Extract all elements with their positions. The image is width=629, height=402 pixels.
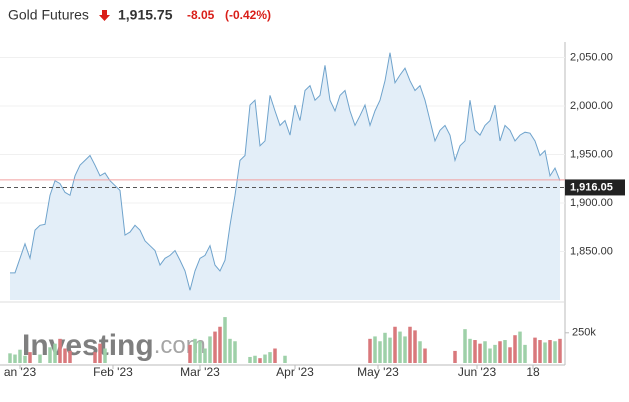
volume-bar (38, 354, 42, 363)
y-tick-label: 2,000.00 (570, 100, 613, 112)
x-tick-label: Jun '23 (458, 365, 497, 379)
x-tick-label: 18 (526, 365, 540, 379)
volume-bar (558, 338, 562, 363)
volume-bar (488, 348, 492, 363)
volume-bar (473, 340, 477, 363)
volume-bar (383, 332, 387, 363)
volume-bar (283, 355, 287, 363)
volume-bar (63, 348, 67, 363)
watermark: Investing.com (22, 329, 206, 362)
volume-bar (193, 338, 197, 363)
volume-bar (233, 341, 237, 363)
volume-tick-label: 250k (572, 327, 596, 339)
volume-bar (228, 338, 232, 363)
volume-bar (68, 350, 72, 363)
volume-bar (48, 347, 52, 363)
price-area (10, 52, 560, 300)
volume-bar (508, 347, 512, 363)
x-tick-label: Feb '23 (93, 365, 133, 379)
last-price-box (565, 179, 625, 196)
volume-bar (543, 342, 547, 363)
volume-bar (518, 331, 522, 363)
volume-bar (273, 348, 277, 363)
y-tick-label: 1,850.00 (570, 245, 613, 257)
last-price-label: 1,916.05 (570, 181, 613, 193)
volume-bar (483, 341, 487, 363)
volume-bar (93, 352, 97, 363)
volume-bar (203, 348, 207, 363)
x-tick-label: Mar '23 (180, 365, 220, 379)
volume-bar (503, 340, 507, 363)
volume-bar (513, 335, 517, 363)
volume-bar (533, 337, 537, 363)
y-tick-label: 2,050.00 (570, 51, 613, 63)
volume-bar (8, 353, 12, 363)
volume-bar (103, 348, 107, 363)
volume-bar (58, 338, 62, 363)
volume-bar (188, 344, 192, 363)
volume-bar (198, 341, 202, 363)
volume-bar (478, 343, 482, 363)
volume-bar (53, 343, 57, 363)
volume-bar (13, 354, 17, 363)
down-arrow (99, 10, 110, 21)
x-tick-label: an '23 (4, 365, 37, 379)
volume-bar (258, 358, 262, 363)
y-tick-label: 1,900.00 (570, 197, 613, 209)
x-tick-label: May '23 (357, 365, 399, 379)
volume-bar (413, 330, 417, 363)
volume-bar (403, 336, 407, 363)
volume-bar (493, 344, 497, 363)
y-tick-label: 1,950.00 (570, 148, 613, 160)
volume-bar (418, 341, 422, 363)
price-line (10, 52, 561, 291)
volume-bar (398, 331, 402, 363)
volume-bar (548, 340, 552, 363)
x-tick-label: Apr '23 (276, 365, 314, 379)
volume-bar (423, 348, 427, 363)
volume-bar (453, 350, 457, 363)
volume-bar (378, 341, 382, 363)
volume-bar (28, 352, 32, 363)
price: 1,915.75 (118, 7, 173, 23)
volume-bar (98, 343, 102, 363)
volume-bar (268, 352, 272, 363)
volume-bar (253, 355, 257, 363)
volume-bar (408, 326, 412, 363)
watermark-suffix: .com (154, 332, 206, 359)
volume-bar (393, 326, 397, 363)
change: -8.05 (187, 8, 215, 22)
volume-bar (468, 338, 472, 363)
volume-bar (263, 354, 267, 363)
volume-bar (213, 331, 217, 363)
volume-bar (23, 355, 27, 363)
volume-bar (388, 337, 392, 363)
change-percent: (-0.42%) (225, 8, 271, 22)
volume-bar (223, 317, 227, 363)
volume-bar (373, 336, 377, 363)
volume-bar (463, 329, 467, 363)
watermark-main: Investing (22, 329, 154, 362)
volume-bar (18, 349, 22, 363)
volume-bar (208, 336, 212, 363)
volume-bar (523, 344, 527, 363)
volume-bar (553, 341, 557, 363)
volume-bar (218, 326, 222, 363)
volume-bar (368, 338, 372, 363)
volume-bar (248, 356, 252, 363)
chart-title: Gold Futures (8, 7, 89, 23)
volume-bar (498, 341, 502, 363)
volume-bar (538, 340, 542, 363)
